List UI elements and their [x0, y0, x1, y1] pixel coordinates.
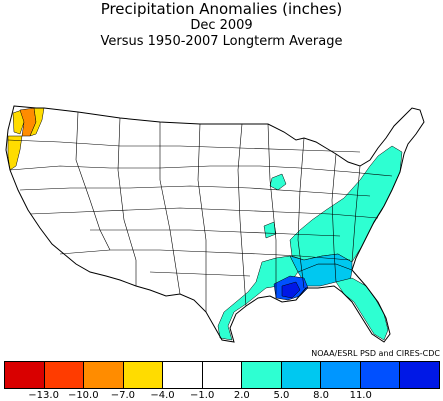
legend-tick-label: −13.0: [28, 390, 59, 401]
region-mississippi-coast: [281, 281, 301, 299]
legend-tick-label: 2.0: [233, 390, 250, 401]
legend-tick-label: 11.0: [349, 390, 372, 401]
division-lines: [7, 111, 393, 312]
region-missouri-spot: [269, 173, 287, 191]
legend-tick-label: −10.0: [67, 390, 99, 401]
legend-tick-label: 5.0: [273, 390, 290, 401]
legend-swatch-1: [44, 362, 85, 388]
us-climate-division-map: [5, 105, 425, 343]
legend-tick-label: 8.0: [313, 390, 330, 401]
legend-swatch-3: [123, 362, 164, 388]
map-baseline: Versus 1950-2007 Longterm Average: [100, 34, 343, 49]
legend-swatch-0: [5, 362, 45, 388]
map-period: Dec 2009: [190, 18, 253, 33]
legend-swatch-5: [202, 362, 243, 388]
legend-ticks: −13.0 −10.0 −7.0 −4.0 −1.0 2.0 5.0 8.0 11.0: [4, 390, 440, 401]
legend-swatch-8: [321, 362, 361, 388]
legend-swatch-4: [163, 362, 203, 388]
legend-tick-label: −1.0: [190, 390, 215, 401]
anomaly-fills: [7, 107, 403, 341]
credit-label: NOAA/ESRL PSD and CIRES-CDC: [311, 349, 440, 358]
legend-swatch-7: [281, 362, 322, 388]
region-florida: [335, 277, 389, 341]
us-outline: [5, 105, 425, 343]
region-alabama-south: [289, 253, 353, 273]
legend-swatch-10: [400, 362, 440, 388]
legend-swatch-2: [84, 362, 124, 388]
legend-swatch-6: [242, 362, 282, 388]
region-arkansas-spot: [263, 221, 277, 239]
region-or-coast: [7, 135, 23, 171]
map-title: Precipitation Anomalies (inches): [100, 0, 343, 18]
legend-tick-label: −7.0: [110, 390, 136, 401]
legend-colorbar: [4, 361, 440, 389]
map-title-block: Precipitation Anomalies (inches) Dec 200…: [0, 0, 443, 50]
legend-swatch-9: [360, 362, 401, 388]
legend-tick-label: −4.0: [150, 390, 175, 401]
